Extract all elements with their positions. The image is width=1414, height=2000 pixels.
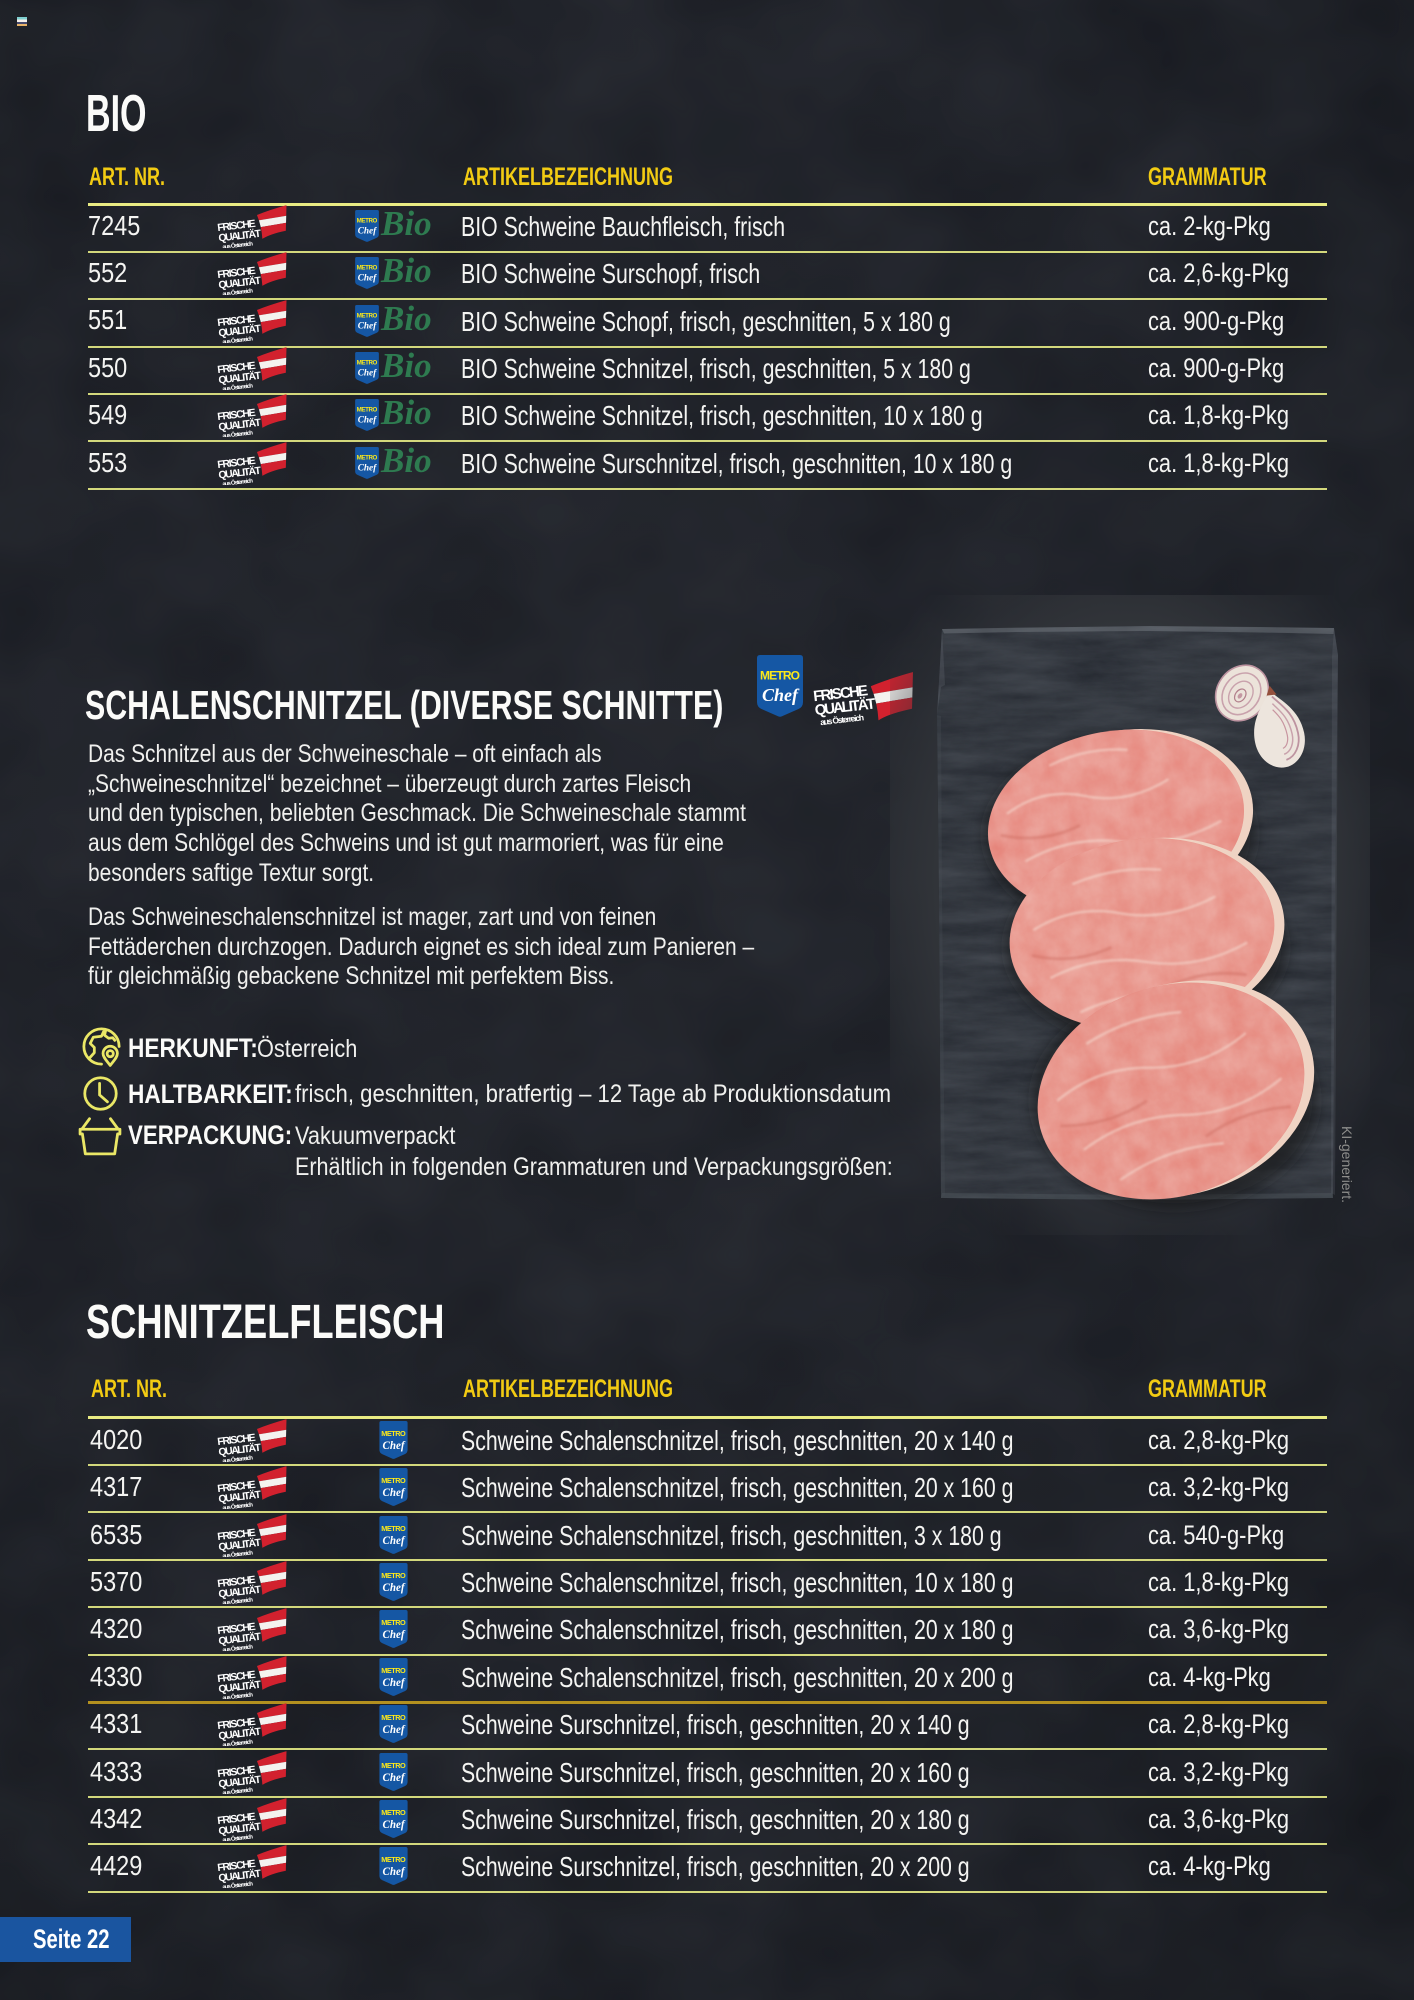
svg-text:FRISCHE: FRISCHE [217, 1670, 256, 1685]
svg-text:METRO: METRO [381, 1855, 406, 1864]
svg-text:FRISCHE: FRISCHE [217, 1859, 256, 1874]
svg-text:METRO: METRO [381, 1429, 406, 1438]
svg-text:METRO: METRO [381, 1571, 406, 1580]
svg-text:FRISCHE: FRISCHE [217, 1528, 256, 1543]
svg-text:Chef: Chef [382, 1582, 405, 1594]
svg-text:aus Österreich: aus Österreich [222, 287, 254, 295]
svg-text:FRISCHE: FRISCHE [217, 219, 256, 234]
svg-text:METRO: METRO [381, 1761, 406, 1770]
svg-text:METRO: METRO [760, 669, 800, 683]
svg-text:FRISCHE: FRISCHE [217, 361, 256, 376]
svg-text:METRO: METRO [357, 265, 378, 272]
svg-text:FRISCHE: FRISCHE [217, 408, 256, 423]
svg-text:aus Österreich: aus Österreich [222, 1738, 254, 1746]
svg-text:Chef: Chef [382, 1629, 405, 1641]
svg-text:METRO: METRO [381, 1808, 406, 1817]
svg-text:FRISCHE: FRISCHE [217, 1575, 256, 1590]
svg-text:Chef: Chef [358, 369, 377, 379]
svg-text:METRO: METRO [357, 312, 378, 319]
svg-text:Chef: Chef [358, 274, 377, 284]
svg-text:FRISCHE: FRISCHE [217, 456, 256, 471]
svg-text:aus Österreich: aus Österreich [222, 335, 254, 343]
svg-text:QUALITÄT: QUALITÄT [814, 695, 877, 719]
svg-text:METRO: METRO [381, 1713, 406, 1722]
svg-text:Chef: Chef [382, 1819, 405, 1831]
svg-text:aus Österreich: aus Österreich [222, 429, 254, 437]
svg-text:Chef: Chef [762, 685, 800, 705]
svg-text:Chef: Chef [382, 1724, 405, 1736]
svg-text:FRISCHE: FRISCHE [217, 1765, 256, 1780]
svg-text:aus Österreich: aus Österreich [222, 1596, 254, 1604]
svg-text:aus Österreich: aus Österreich [222, 240, 254, 248]
svg-text:aus Österreich: aus Österreich [820, 712, 865, 727]
svg-text:METRO: METRO [357, 407, 378, 414]
svg-text:aus Österreich: aus Österreich [222, 1454, 254, 1462]
svg-text:METRO: METRO [357, 217, 378, 224]
svg-text:Chef: Chef [382, 1487, 405, 1499]
svg-text:METRO: METRO [381, 1618, 406, 1627]
svg-text:Chef: Chef [358, 463, 377, 473]
svg-text:METRO: METRO [357, 454, 378, 461]
svg-text:FRISCHE: FRISCHE [217, 1433, 256, 1448]
svg-text:Chef: Chef [382, 1772, 405, 1784]
svg-text:FRISCHE: FRISCHE [813, 682, 869, 705]
svg-text:aus Österreich: aus Österreich [222, 1643, 254, 1651]
svg-text:aus Österreich: aus Österreich [222, 477, 254, 485]
svg-text:FRISCHE: FRISCHE [217, 314, 256, 329]
svg-text:Chef: Chef [382, 1677, 405, 1689]
svg-text:Chef: Chef [382, 1440, 405, 1452]
svg-text:FRISCHE: FRISCHE [217, 1717, 256, 1732]
svg-text:FRISCHE: FRISCHE [217, 1622, 256, 1637]
svg-text:aus Österreich: aus Österreich [222, 1880, 254, 1888]
svg-text:Chef: Chef [382, 1535, 405, 1547]
svg-text:aus Österreich: aus Österreich [222, 1501, 254, 1509]
svg-text:FRISCHE: FRISCHE [217, 1480, 256, 1495]
svg-text:FRISCHE: FRISCHE [217, 1812, 256, 1827]
svg-text:Chef: Chef [358, 226, 377, 236]
svg-text:aus Österreich: aus Österreich [222, 1549, 254, 1557]
svg-text:METRO: METRO [357, 360, 378, 367]
svg-text:Chef: Chef [358, 321, 377, 331]
svg-text:aus Österreich: aus Österreich [222, 1833, 254, 1841]
svg-text:METRO: METRO [381, 1476, 406, 1485]
svg-text:aus Österreich: aus Österreich [222, 1691, 254, 1699]
svg-text:Chef: Chef [358, 416, 377, 426]
svg-text:aus Österreich: aus Österreich [222, 382, 254, 390]
svg-text:Chef: Chef [382, 1866, 405, 1878]
svg-text:METRO: METRO [381, 1666, 406, 1675]
svg-text:aus Österreich: aus Österreich [222, 1786, 254, 1794]
svg-text:FRISCHE: FRISCHE [217, 266, 256, 281]
svg-text:METRO: METRO [381, 1524, 406, 1533]
